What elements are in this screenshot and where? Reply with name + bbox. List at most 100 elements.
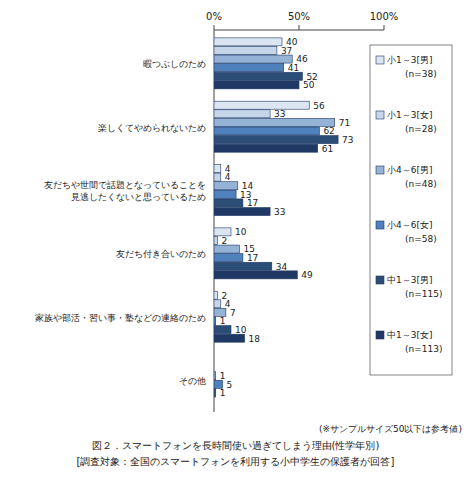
bars (214, 38, 338, 397)
data-label: 73 (342, 135, 353, 145)
data-labels: 4037464152505633716273614414131733102151… (220, 37, 354, 398)
data-label: 1 (220, 388, 226, 398)
bar (214, 110, 270, 118)
category-label: 楽しくてやめられないため (98, 123, 206, 133)
bar (214, 300, 221, 308)
bar (214, 127, 319, 135)
data-label: 1 (220, 316, 226, 326)
tick-label: 50% (288, 11, 310, 22)
data-label: 61 (322, 144, 333, 154)
bar (214, 372, 216, 380)
legend-label: 小4～6[女] (387, 220, 432, 230)
tick (299, 25, 300, 30)
legend-swatch (376, 111, 384, 119)
legend-label: 中1～3[男] (387, 275, 432, 285)
category-line: 友だち付き合いのため (116, 249, 206, 259)
data-label: 10 (235, 325, 247, 335)
legend-swatch (376, 221, 384, 229)
bar (214, 64, 284, 72)
data-label: 17 (247, 253, 258, 263)
bar (214, 291, 217, 299)
bar (214, 317, 216, 325)
legend-n: (n=38) (405, 69, 437, 79)
data-label: 71 (339, 118, 350, 128)
category-label: 友だち付き合いのため (116, 249, 206, 259)
legend-n: (n=115) (405, 289, 442, 299)
bar (214, 46, 277, 54)
bar (214, 271, 297, 279)
bar (214, 199, 243, 207)
background (0, 0, 471, 480)
axis-line (214, 30, 384, 31)
bar (214, 389, 216, 397)
bar (214, 118, 335, 126)
bar (214, 334, 245, 342)
bar (214, 262, 272, 270)
bar (214, 55, 292, 63)
data-label: 37 (281, 46, 292, 56)
legend-box (370, 45, 452, 375)
bar (214, 136, 338, 144)
category-label: 暇つぶしのため (143, 59, 206, 69)
bar (214, 182, 238, 190)
legend-n: (n=28) (405, 124, 437, 134)
legend-n: (n=58) (405, 234, 437, 244)
bar (214, 236, 217, 244)
data-label: 62 (323, 126, 334, 136)
category-label: 友だちや世間で話題となっていることを見逃したくないと思っているため (44, 180, 206, 202)
data-label: 7 (230, 308, 236, 318)
data-label: 4 (225, 172, 231, 182)
tick (384, 25, 385, 30)
legend-label: 中1～3[女] (387, 330, 432, 340)
bar (214, 38, 282, 46)
category-line: 家族や部活・習い事・塾などの連絡のため (35, 313, 206, 323)
data-label: 5 (227, 380, 233, 390)
bar (214, 254, 243, 262)
data-label: 1 (220, 371, 226, 381)
data-label: 33 (274, 109, 285, 119)
bar (214, 173, 221, 181)
bar (214, 144, 318, 152)
data-label: 33 (274, 207, 285, 217)
legend-swatch (376, 276, 384, 284)
category-label: 家族や部活・習い事・塾などの連絡のため (35, 313, 206, 323)
category-line: 楽しくてやめられないため (98, 123, 206, 133)
legend-swatch (376, 56, 384, 64)
data-label: 56 (313, 101, 325, 111)
legend-swatch (376, 331, 384, 339)
bar (214, 165, 221, 173)
bar (214, 380, 223, 388)
tick (214, 25, 215, 30)
legend-swatch (376, 166, 384, 174)
chart: 0%50%100%4037464152505633716273614414131… (0, 0, 471, 480)
bar (214, 190, 236, 198)
data-label: 34 (276, 262, 288, 272)
data-label: 17 (247, 198, 258, 208)
category-line: 見逃したくないと思っているため (71, 192, 206, 202)
legend-n: (n=48) (405, 179, 437, 189)
category-line: 暇つぶしのため (143, 59, 206, 69)
bar (214, 81, 299, 89)
bar (214, 326, 231, 334)
data-label: 49 (301, 270, 313, 280)
data-label: 41 (288, 63, 299, 73)
bar (214, 245, 240, 253)
bar (214, 101, 309, 109)
tick-label: 0% (206, 11, 222, 22)
category-line: 友だちや世間で話題となっていることを (44, 180, 206, 190)
bar (214, 228, 231, 236)
legend-n: (n=113) (405, 344, 442, 354)
annotation: (※サンプルサイズ50以下は参考値) (319, 424, 462, 434)
legend-label: 小4～6[男] (387, 165, 432, 175)
category-label: その他 (179, 376, 206, 386)
subtitle: [調査対象：全国のスマートフォンを利用する小中学生の保護者が回答] (77, 456, 395, 467)
title: 図２．スマートフォンを長時間使い過ぎてしまう理由(性学年別) (92, 440, 380, 451)
tick-label: 100% (370, 11, 399, 22)
legend-label: 小1～3[女] (387, 110, 432, 120)
data-label: 50 (303, 80, 315, 90)
data-label: 2 (221, 236, 227, 246)
bar (214, 208, 270, 216)
legend-label: 小1～3[男] (387, 55, 432, 65)
bar (214, 308, 226, 316)
category-line: その他 (179, 376, 206, 386)
